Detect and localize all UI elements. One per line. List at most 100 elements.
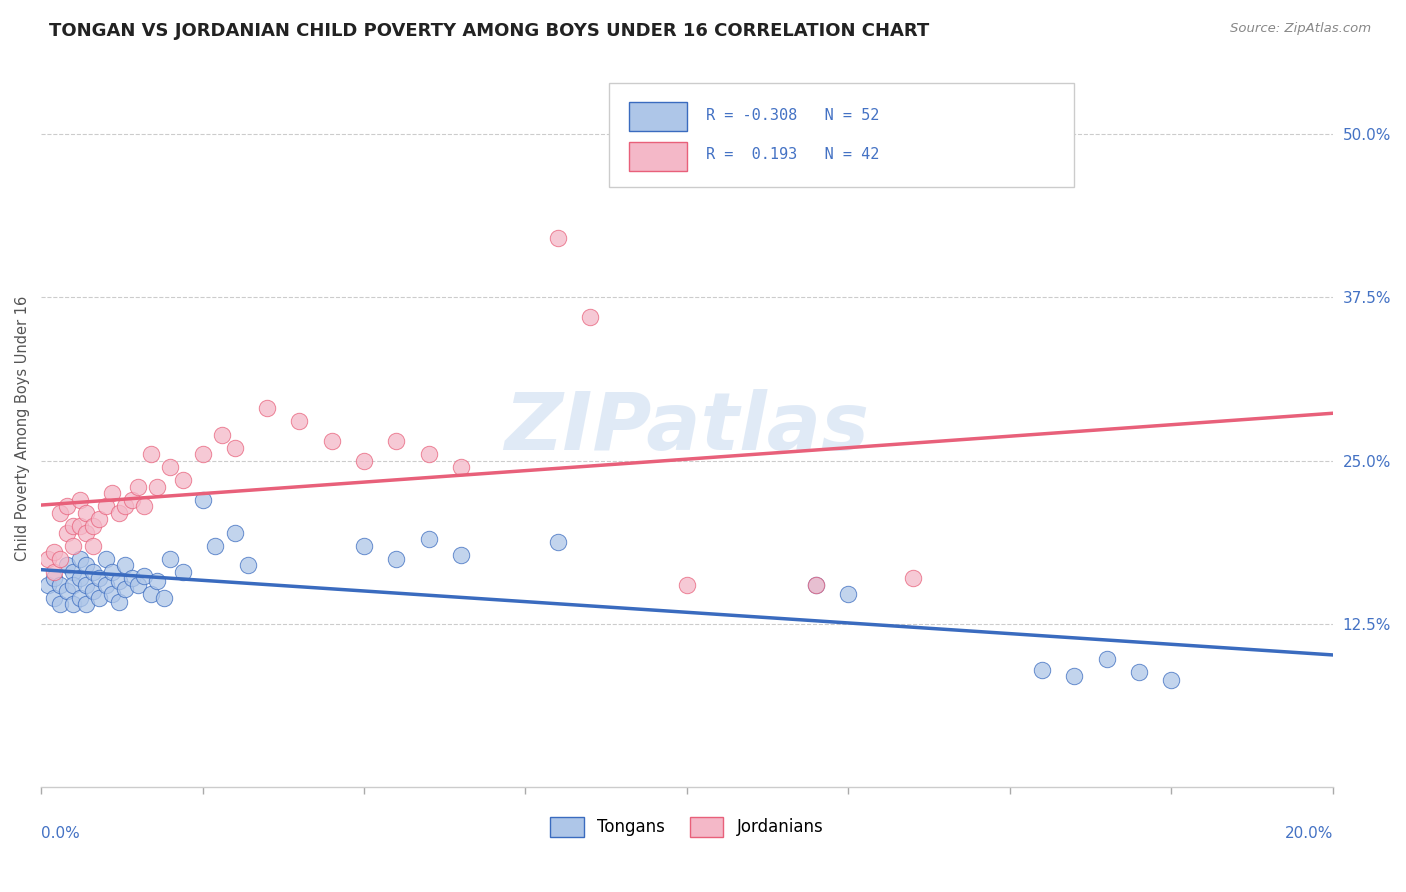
Point bbox=[146, 574, 169, 588]
Point bbox=[159, 551, 181, 566]
Point bbox=[37, 551, 59, 566]
Point bbox=[159, 460, 181, 475]
Point bbox=[82, 519, 104, 533]
Point bbox=[804, 578, 827, 592]
Point bbox=[450, 548, 472, 562]
Point bbox=[42, 565, 65, 579]
Text: R =  0.193   N = 42: R = 0.193 N = 42 bbox=[706, 147, 880, 162]
Text: 20.0%: 20.0% bbox=[1285, 826, 1333, 841]
Point bbox=[211, 427, 233, 442]
Point bbox=[37, 578, 59, 592]
Point bbox=[353, 453, 375, 467]
Point bbox=[94, 551, 117, 566]
Point bbox=[288, 414, 311, 428]
Y-axis label: Child Poverty Among Boys Under 16: Child Poverty Among Boys Under 16 bbox=[15, 295, 30, 560]
Point bbox=[191, 447, 214, 461]
Point bbox=[547, 534, 569, 549]
Point bbox=[82, 539, 104, 553]
Point bbox=[69, 492, 91, 507]
Point bbox=[385, 434, 408, 448]
Point bbox=[676, 578, 699, 592]
Point bbox=[75, 506, 97, 520]
Point bbox=[579, 310, 602, 324]
Point bbox=[1063, 669, 1085, 683]
Point bbox=[56, 558, 79, 573]
Point bbox=[172, 473, 194, 487]
Point bbox=[385, 551, 408, 566]
Point bbox=[101, 587, 124, 601]
Point bbox=[191, 492, 214, 507]
Point bbox=[42, 591, 65, 605]
Point bbox=[56, 584, 79, 599]
Point bbox=[62, 539, 84, 553]
Point bbox=[69, 519, 91, 533]
FancyBboxPatch shape bbox=[628, 103, 688, 131]
Legend: Tongans, Jordanians: Tongans, Jordanians bbox=[544, 810, 830, 844]
Point bbox=[89, 512, 111, 526]
Point bbox=[107, 595, 129, 609]
Point bbox=[42, 571, 65, 585]
Point bbox=[353, 539, 375, 553]
FancyBboxPatch shape bbox=[628, 142, 688, 170]
Point bbox=[62, 565, 84, 579]
Point bbox=[146, 480, 169, 494]
Point bbox=[1095, 652, 1118, 666]
Point bbox=[75, 598, 97, 612]
Point bbox=[1160, 673, 1182, 688]
Point bbox=[89, 571, 111, 585]
Point bbox=[418, 532, 440, 546]
Point bbox=[256, 401, 278, 416]
Point bbox=[139, 587, 162, 601]
Point bbox=[204, 539, 226, 553]
Point bbox=[62, 578, 84, 592]
Point bbox=[450, 460, 472, 475]
Point bbox=[418, 447, 440, 461]
Point bbox=[321, 434, 343, 448]
Point bbox=[56, 500, 79, 514]
Point bbox=[62, 598, 84, 612]
Point bbox=[134, 500, 156, 514]
Text: R = -0.308   N = 52: R = -0.308 N = 52 bbox=[706, 108, 880, 123]
Point bbox=[139, 447, 162, 461]
FancyBboxPatch shape bbox=[609, 83, 1074, 187]
Text: Source: ZipAtlas.com: Source: ZipAtlas.com bbox=[1230, 22, 1371, 36]
Point bbox=[107, 506, 129, 520]
Point bbox=[804, 578, 827, 592]
Point bbox=[82, 584, 104, 599]
Point bbox=[114, 558, 136, 573]
Point bbox=[114, 500, 136, 514]
Point bbox=[224, 441, 246, 455]
Point bbox=[134, 568, 156, 582]
Point bbox=[127, 578, 149, 592]
Point bbox=[107, 574, 129, 588]
Point bbox=[94, 500, 117, 514]
Text: 0.0%: 0.0% bbox=[41, 826, 80, 841]
Point bbox=[547, 231, 569, 245]
Point bbox=[172, 565, 194, 579]
Point bbox=[127, 480, 149, 494]
Point bbox=[49, 551, 72, 566]
Point bbox=[49, 506, 72, 520]
Point bbox=[75, 578, 97, 592]
Point bbox=[153, 591, 176, 605]
Point bbox=[101, 565, 124, 579]
Text: ZIPatlas: ZIPatlas bbox=[505, 389, 869, 467]
Point bbox=[89, 591, 111, 605]
Point bbox=[101, 486, 124, 500]
Point bbox=[62, 519, 84, 533]
Point bbox=[42, 545, 65, 559]
Point bbox=[49, 598, 72, 612]
Point bbox=[82, 565, 104, 579]
Point bbox=[69, 591, 91, 605]
Point bbox=[1031, 663, 1053, 677]
Point bbox=[224, 525, 246, 540]
Point bbox=[75, 558, 97, 573]
Point bbox=[121, 492, 143, 507]
Point bbox=[1128, 665, 1150, 680]
Point bbox=[837, 587, 859, 601]
Point bbox=[236, 558, 259, 573]
Point bbox=[94, 578, 117, 592]
Point bbox=[49, 578, 72, 592]
Point bbox=[69, 571, 91, 585]
Point bbox=[901, 571, 924, 585]
